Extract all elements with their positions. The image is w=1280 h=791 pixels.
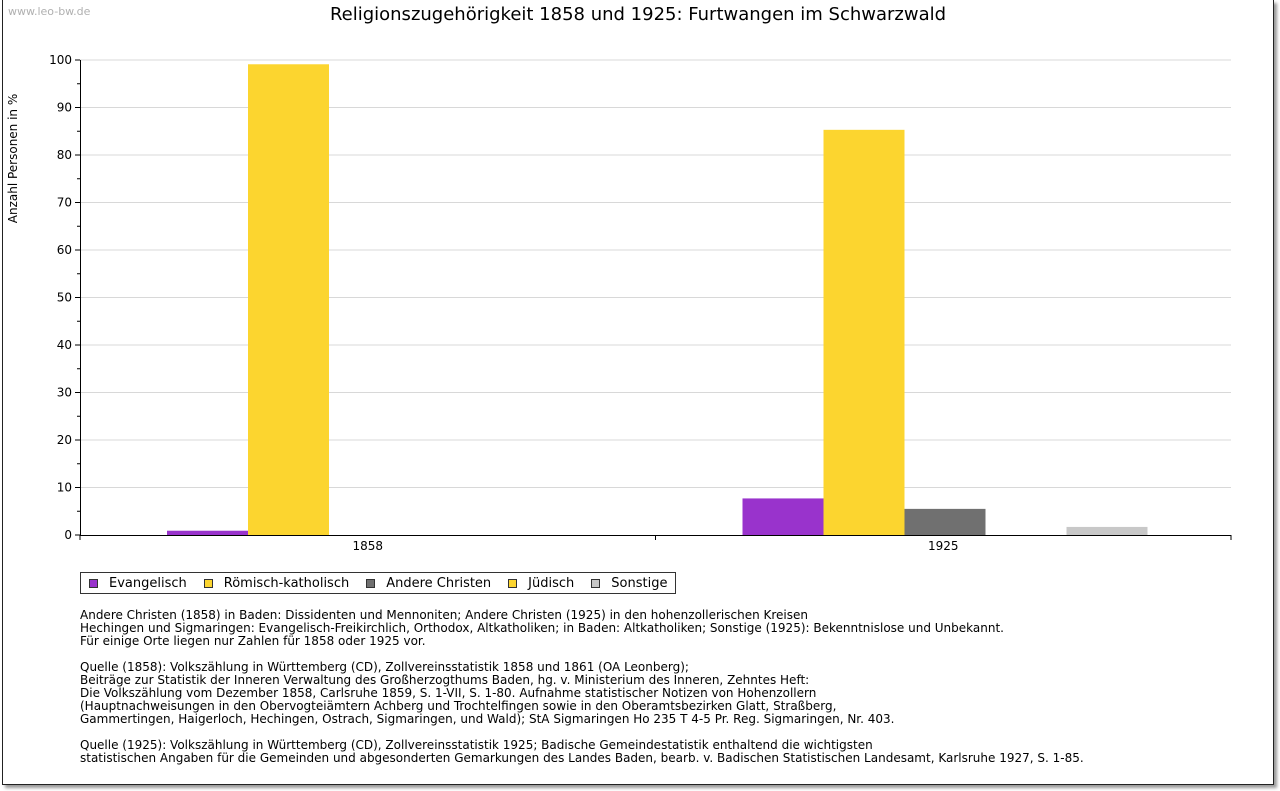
bar-r-misch-katholisch [248, 64, 329, 536]
bar-evangelisch [742, 498, 824, 535]
legend-label: Evangelisch [109, 575, 187, 591]
y-tick-label: 80 [57, 148, 72, 162]
legend-swatch [508, 578, 518, 588]
watermark: www.leo-bw.de [8, 5, 91, 18]
y-tick-label: 60 [57, 243, 72, 257]
y-tick-label: 20 [57, 433, 72, 447]
y-tick-label: 40 [57, 338, 72, 352]
legend-label: Jüdisch [528, 575, 575, 591]
notes: Andere Christen (1858) in Baden: Disside… [80, 609, 1260, 778]
chart-title: Religionszugehörigkeit 1858 und 1925: Fu… [329, 4, 947, 25]
y-tick-label: 90 [57, 101, 72, 115]
x-tick-label: 1925 [928, 539, 959, 553]
legend-entry: Andere Christen [366, 576, 491, 591]
legend-label: Römisch-katholisch [223, 575, 350, 591]
legend: Evangelisch Römisch-katholisch Andere Chri… [80, 572, 677, 594]
bar-r-misch-katholisch [823, 129, 905, 535]
y-tick-label: 10 [57, 481, 72, 495]
legend-swatch [89, 578, 98, 588]
note-source-1925: Quelle (1925): Volkszählung in Württembe… [80, 738, 1084, 765]
y-tick-label: 100 [49, 53, 72, 67]
bar-chart: 0 10 20 30 40 50 60 70 80 90 100 Anzahl Personen in… [6, 53, 1232, 553]
bar-andere-christen [904, 508, 986, 535]
legend-swatch [366, 578, 376, 588]
y-tick-label: 30 [57, 386, 72, 400]
x-tick-label: 1858 [352, 539, 383, 553]
bar-evangelisch [167, 530, 248, 535]
y-tick-label: 70 [57, 196, 72, 210]
bar-sonstige [1066, 526, 1148, 535]
y-tick-label: 0 [64, 528, 72, 542]
legend-label: Andere Christen [386, 575, 492, 591]
legend-entry: Sonstige [591, 576, 667, 591]
legend-entry: Jüdisch [508, 576, 574, 591]
note-other-christians: Andere Christen (1858) in Baden: Disside… [80, 608, 1004, 648]
legend-label: Sonstige [611, 575, 668, 591]
y-tick-label: 50 [57, 291, 72, 305]
legend-swatch [591, 578, 601, 588]
legend-swatch [203, 578, 213, 588]
legend-entry: Evangelisch [89, 576, 187, 591]
legend-entry: Römisch-katholisch [203, 575, 350, 591]
note-source-1858: Quelle (1858): Volkszählung in Württembe… [80, 660, 895, 726]
y-axis-label: Anzahl Personen in % [6, 94, 20, 224]
